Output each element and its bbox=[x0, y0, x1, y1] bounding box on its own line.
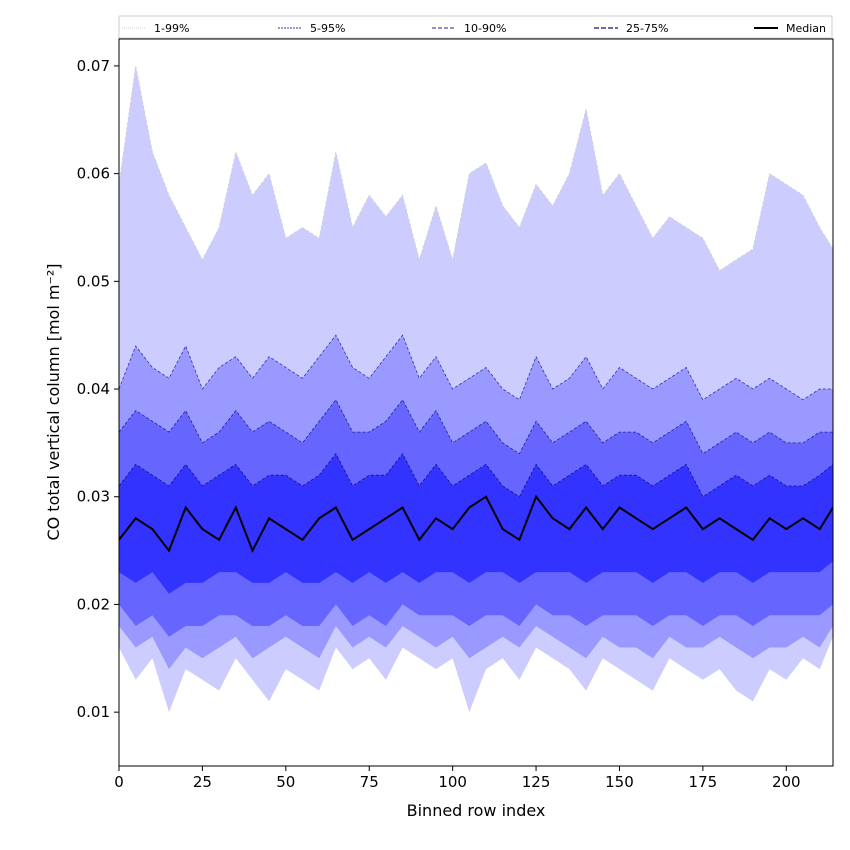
band-upper-line-10-90% bbox=[119, 399, 833, 455]
legend-label: 5-95% bbox=[310, 22, 345, 35]
legend-label: Median bbox=[786, 22, 826, 35]
legend: 1-99% 5-95% 10-90% 25-75% Median bbox=[118, 15, 833, 39]
y-tick-label: 0.02 bbox=[77, 595, 110, 613]
band-25-75% bbox=[119, 453, 833, 594]
legend-label: 25-75% bbox=[626, 22, 668, 35]
band-upper-line-25-75% bbox=[119, 452, 833, 498]
y-tick-label: 0.04 bbox=[77, 380, 110, 398]
y-tick-label: 0.05 bbox=[77, 272, 110, 290]
median-layer bbox=[119, 494, 833, 554]
x-tick-label: 50 bbox=[276, 773, 295, 791]
y-axis: 0.01 0.02 0.03 0.04 0.05 0.06 0.07 bbox=[77, 57, 119, 721]
legend-frame bbox=[118, 15, 833, 39]
legend-entry-10-90%: 10-90% bbox=[432, 22, 506, 35]
band-upper-line-5-95% bbox=[119, 334, 833, 401]
y-axis-label: CO total vertical column [mol m⁻²] bbox=[44, 263, 63, 540]
legend-entry-1-99%: 1-99% bbox=[122, 22, 189, 35]
legend-entry-5-95%: 5-95% bbox=[278, 22, 345, 35]
y-tick-label: 0.03 bbox=[77, 488, 110, 506]
legend-label: 10-90% bbox=[464, 22, 506, 35]
percentile-bands bbox=[119, 65, 833, 713]
x-tick-label: 175 bbox=[689, 773, 718, 791]
x-tick-label: 200 bbox=[772, 773, 801, 791]
y-tick-label: 0.07 bbox=[77, 57, 110, 75]
x-tick-label: 0 bbox=[114, 773, 124, 791]
x-axis: 0 25 50 75 100 125 150 175 200 bbox=[114, 766, 801, 791]
median-line bbox=[119, 494, 833, 554]
legend-label: 1-99% bbox=[154, 22, 189, 35]
x-tick-label: 125 bbox=[522, 773, 551, 791]
x-tick-label: 150 bbox=[605, 773, 634, 791]
y-tick-label: 0.01 bbox=[77, 703, 110, 721]
y-tick-label: 0.06 bbox=[77, 165, 110, 183]
x-tick-label: 100 bbox=[438, 773, 467, 791]
band-upper-line-1-99% bbox=[119, 65, 833, 272]
plot-frame bbox=[118, 38, 834, 767]
x-tick-label: 25 bbox=[193, 773, 212, 791]
x-axis-label: Binned row index bbox=[407, 801, 546, 820]
legend-entry-Median: Median bbox=[754, 22, 826, 35]
legend-entry-25-75%: 25-75% bbox=[594, 22, 668, 35]
x-tick-label: 75 bbox=[360, 773, 379, 791]
